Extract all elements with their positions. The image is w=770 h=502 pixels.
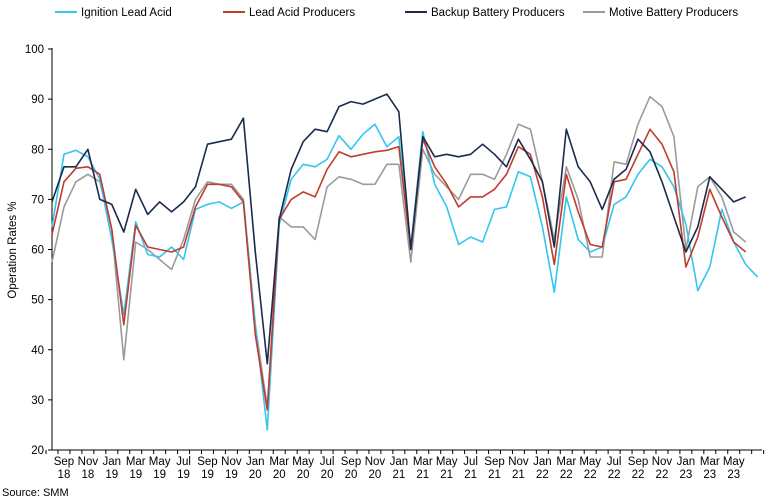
series-line-lead-acid-producers <box>51 128 747 411</box>
x-tick-year: 22 <box>584 469 597 481</box>
x-tick-year: 20 <box>321 469 334 481</box>
x-tick-month: May <box>292 456 314 468</box>
x-tick-year: 20 <box>297 469 310 481</box>
x-tick-month: May <box>579 456 601 468</box>
x-tick-month: Jul <box>176 456 191 468</box>
legend-label: Ignition Lead Acid <box>81 7 172 19</box>
y-axis-label: Operation Rates % <box>7 201 19 298</box>
x-tick-month: Sep <box>54 456 74 468</box>
x-tick-month: Mar <box>269 456 289 468</box>
series-line-motive-battery-producers <box>51 95 747 409</box>
y-tick-label: 80 <box>31 144 44 156</box>
x-tick-month: Jan <box>246 456 265 468</box>
x-tick-month: Mar <box>556 456 576 468</box>
x-tick-year: 23 <box>679 469 692 481</box>
legend-label: Backup Battery Producers <box>431 7 565 19</box>
x-tick-year: 20 <box>249 469 262 481</box>
x-tick-year: 21 <box>440 469 453 481</box>
x-tick-month: Nov <box>508 456 529 468</box>
x-tick-month: Nov <box>78 456 99 468</box>
x-tick-year: 18 <box>58 469 71 481</box>
x-tick-year: 21 <box>464 469 477 481</box>
series-line-backup-battery-producers <box>51 93 747 365</box>
x-tick-month: Mar <box>126 456 146 468</box>
x-tick-month: Sep <box>197 456 217 468</box>
x-tick-year: 19 <box>177 469 190 481</box>
legend: Ignition Lead Acid Lead Acid Producers Bac… <box>55 7 738 19</box>
x-tick-year: 19 <box>129 469 142 481</box>
y-tick-label: 60 <box>31 245 44 257</box>
x-tick-year: 19 <box>153 469 166 481</box>
x-tick-year: 20 <box>369 469 382 481</box>
x-tick-year: 18 <box>81 469 94 481</box>
x-axis: Sep18Nov18Jan19Mar19May19Jul19Sep19Nov19… <box>45 449 765 481</box>
x-tick-month: Mar <box>413 456 433 468</box>
x-tick-year: 21 <box>416 469 429 481</box>
x-tick-year: 21 <box>512 469 525 481</box>
y-tick-label: 50 <box>31 295 44 307</box>
x-tick-month: Nov <box>652 456 673 468</box>
y-tick-label: 90 <box>31 94 44 106</box>
x-tick-month: Jul <box>607 456 622 468</box>
series-line-ignition-lead-acid <box>51 123 759 431</box>
legend-label: Motive Battery Producers <box>609 7 738 19</box>
x-tick-year: 22 <box>632 469 645 481</box>
x-tick-year: 19 <box>225 469 238 481</box>
x-tick-month: Jan <box>103 456 122 468</box>
x-tick-month: Jan <box>533 456 552 468</box>
y-tick-label: 40 <box>31 345 44 357</box>
x-tick-month: Nov <box>221 456 242 468</box>
source-note: Source: SMM <box>2 487 69 499</box>
legend-label: Lead Acid Producers <box>249 7 355 19</box>
x-tick-month: Sep <box>341 456 361 468</box>
x-tick-year: 23 <box>703 469 716 481</box>
x-tick-year: 21 <box>488 469 501 481</box>
x-tick-month: Nov <box>365 456 386 468</box>
x-tick-month: Jan <box>390 456 409 468</box>
x-tick-month: Sep <box>484 456 504 468</box>
y-tick-label: 30 <box>31 395 44 407</box>
y-tick-label: 70 <box>31 194 44 206</box>
x-tick-month: May <box>149 456 171 468</box>
x-tick-year: 20 <box>345 469 358 481</box>
series-lines <box>51 93 759 431</box>
x-tick-month: May <box>723 456 745 468</box>
x-tick-year: 19 <box>201 469 214 481</box>
x-tick-year: 21 <box>392 469 405 481</box>
x-tick-month: May <box>436 456 458 468</box>
x-tick-year: 19 <box>105 469 118 481</box>
x-tick-year: 23 <box>727 469 740 481</box>
x-tick-year: 22 <box>560 469 573 481</box>
x-tick-year: 22 <box>656 469 669 481</box>
x-tick-month: Jul <box>463 456 478 468</box>
x-tick-year: 22 <box>536 469 549 481</box>
x-tick-year: 20 <box>273 469 286 481</box>
y-tick-label: 20 <box>31 445 44 457</box>
x-tick-month: Sep <box>628 456 648 468</box>
x-tick-month: Jan <box>677 456 696 468</box>
x-tick-month: Mar <box>700 456 720 468</box>
y-tick-label: 100 <box>25 44 44 56</box>
x-tick-year: 22 <box>608 469 621 481</box>
x-tick-month: Jul <box>320 456 335 468</box>
y-axis: 20 30 40 50 60 70 80 90 100 <box>25 44 53 457</box>
